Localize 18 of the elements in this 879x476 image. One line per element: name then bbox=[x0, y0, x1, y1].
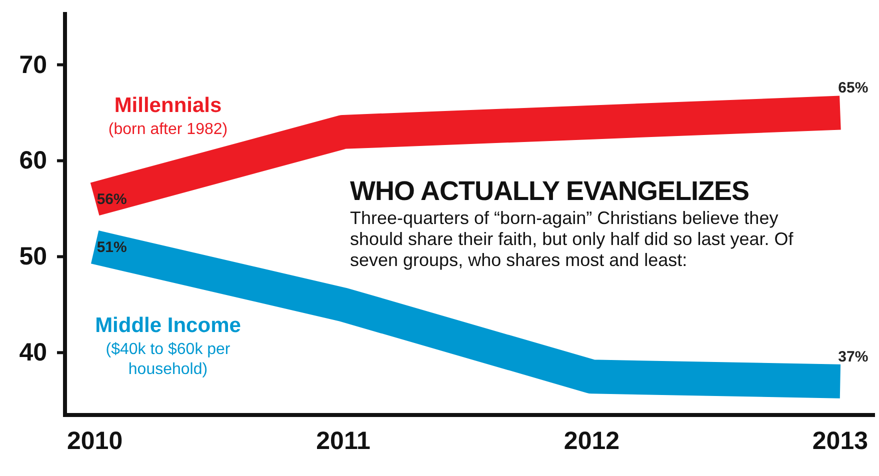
y-tick-label: 60 bbox=[19, 146, 47, 175]
text: Three-quarters of “born-again” Christians believe they should share their faith, but only half did so last year. Of seven groups, who shares most and least: bbox=[350, 208, 794, 270]
series-label: Middle Income bbox=[95, 314, 241, 337]
x-tick-label: 2011 bbox=[316, 426, 370, 455]
x-tick-label: 2012 bbox=[564, 426, 620, 455]
text: WHO ACTUALLY EVANGELIZES bbox=[350, 176, 750, 206]
data-label: 51% bbox=[96, 239, 127, 256]
y-tick-label: 70 bbox=[19, 50, 47, 79]
annotation: ($40k to $60k per household) bbox=[106, 341, 231, 378]
x-tick-label: 2010 bbox=[67, 426, 123, 455]
data-label: 37% bbox=[838, 348, 868, 366]
annotation: (born after 1982) bbox=[108, 121, 228, 138]
x-tick-label: 2013 bbox=[812, 426, 868, 455]
data-label: 56% bbox=[96, 191, 127, 208]
y-tick-label: 40 bbox=[19, 338, 47, 367]
data-label: 65% bbox=[838, 80, 868, 97]
y-tick-label: 50 bbox=[19, 242, 47, 271]
text: Millennials bbox=[114, 94, 222, 117]
